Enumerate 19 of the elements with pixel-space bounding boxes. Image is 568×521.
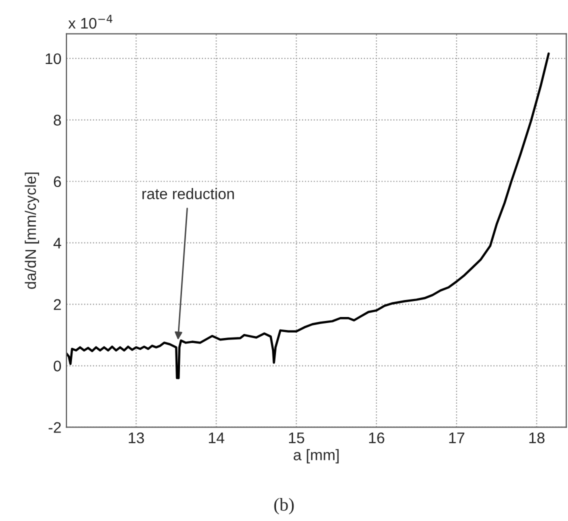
x-tick-label: 13 <box>128 432 144 444</box>
x-tick-label: 18 <box>529 432 544 444</box>
y-tick-label: 4 <box>53 238 62 248</box>
text: x 10$^{−4}$ <box>68 14 112 29</box>
text: (b) <box>274 498 294 514</box>
x-tick-label: 17 <box>449 432 464 444</box>
y-tick-label: 2 <box>54 299 61 310</box>
x-tick-label: 15 <box>289 432 304 444</box>
x-axis-title: a [mm] <box>294 449 339 464</box>
annotation: rate reduction <box>142 188 234 200</box>
y-tick-label: 10 <box>46 53 61 64</box>
y-axis-title: da/dN [mm/cycle] <box>24 172 40 289</box>
y-tick-label: 8 <box>54 114 61 126</box>
y-tick-label: 6 <box>54 176 61 188</box>
x-tick-label: 16 <box>369 432 384 444</box>
y-tick-label: -2 <box>48 422 61 433</box>
line-series <box>66 52 550 380</box>
y-tick-label: 0 <box>54 360 61 372</box>
x-tick-label: 14 <box>208 432 224 444</box>
